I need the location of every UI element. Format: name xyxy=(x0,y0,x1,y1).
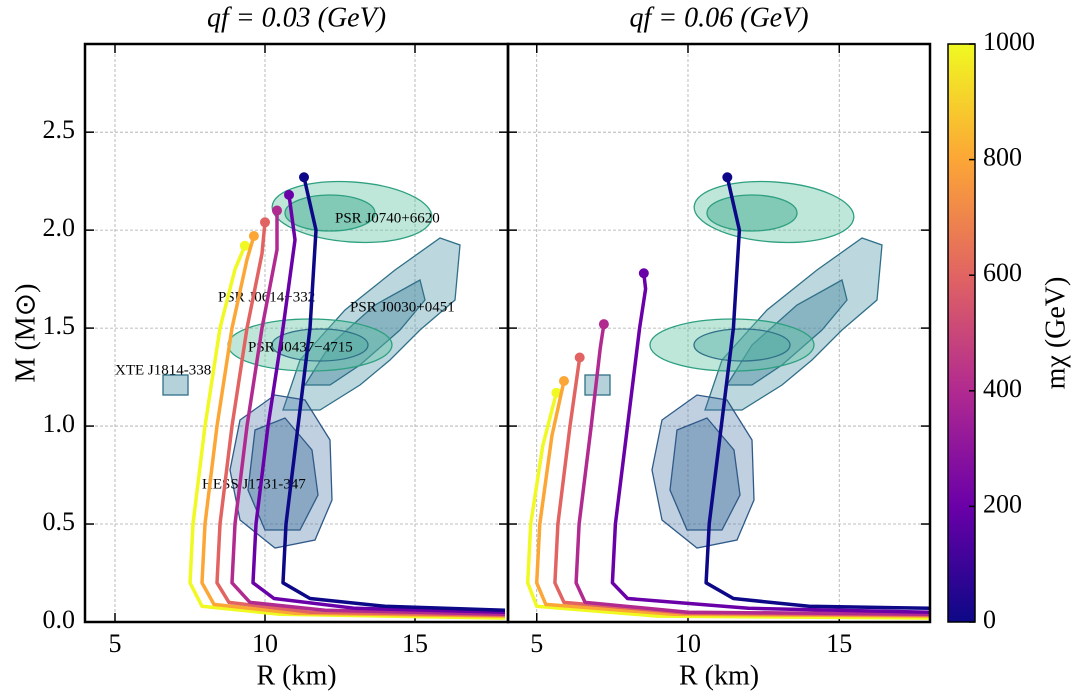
colorbar-tick-label: 400 xyxy=(983,374,1022,403)
frame xyxy=(506,42,932,624)
max-mass-point xyxy=(272,205,282,216)
max-mass-point xyxy=(598,319,609,330)
colorbar xyxy=(947,43,976,623)
x-axis-label: R (km) xyxy=(256,660,336,691)
contours xyxy=(584,175,883,549)
mass-radius-curve xyxy=(704,176,930,611)
annotation: PSR J0030+0451 xyxy=(350,299,455,315)
mass-radius-curve xyxy=(251,194,506,614)
max-mass-point xyxy=(284,189,294,200)
y-tick-label: 2.5 xyxy=(43,115,76,144)
curves xyxy=(188,172,506,620)
y-tick-label: 0.5 xyxy=(43,507,76,536)
annotation: PSR J0740+6620 xyxy=(335,210,440,226)
max-mass-point xyxy=(299,172,309,183)
x-axis-label: R (km) xyxy=(679,660,759,691)
colorbar-tick-label: 600 xyxy=(983,258,1022,287)
mass-radius-curve xyxy=(215,222,506,617)
y-tick-label: 1.0 xyxy=(43,409,76,438)
y-tick-label: 0.0 xyxy=(43,605,76,634)
mass-radius-curve xyxy=(534,380,930,618)
y-tick-label: 1.5 xyxy=(43,311,76,340)
mass-radius-curve xyxy=(230,210,506,616)
max-mass-point xyxy=(574,352,585,363)
colorbar-tick-label: 800 xyxy=(983,143,1022,172)
mass-radius-curve xyxy=(188,245,506,620)
panel-title: qf = 0.06 (GeV) xyxy=(629,2,808,33)
max-mass-point xyxy=(558,376,569,387)
max-mass-point xyxy=(722,172,733,183)
x-tick-label: 15 xyxy=(826,629,852,658)
max-mass-point xyxy=(638,268,649,279)
x-tick-label: 10 xyxy=(252,629,278,658)
x-tick-label: 15 xyxy=(402,629,428,658)
mass-radius-curve xyxy=(610,273,930,614)
max-mass-point xyxy=(551,387,562,398)
mass-radius-curve xyxy=(525,392,930,620)
mass-radius-curve xyxy=(574,323,930,616)
x-tick-label: 10 xyxy=(675,629,701,658)
x-tick-label: 5 xyxy=(109,629,122,658)
mass-radius-curve xyxy=(200,235,506,618)
colorbar-tick-label: 0 xyxy=(983,605,996,634)
max-mass-point xyxy=(260,217,270,228)
max-mass-point xyxy=(239,240,250,251)
y-axis-label: M (M⊙) xyxy=(10,284,41,383)
mass-radius-curve xyxy=(281,176,506,612)
colorbar-tick-label: 1000 xyxy=(983,27,1035,56)
annotation: PSR J0437−4715 xyxy=(248,339,353,355)
panel-title: qf = 0.03 (GeV) xyxy=(207,2,386,33)
curves xyxy=(525,172,930,620)
x-tick-label: 5 xyxy=(530,629,543,658)
annotation: HESS J1731-347 xyxy=(202,476,306,492)
colorbar-label: mχ (GeV) xyxy=(1040,277,1071,390)
y-tick-label: 2.0 xyxy=(43,213,76,242)
max-mass-point xyxy=(248,231,259,242)
annotation: XTE J1814-338 xyxy=(115,362,211,378)
colorbar-tick-label: 200 xyxy=(983,489,1022,518)
